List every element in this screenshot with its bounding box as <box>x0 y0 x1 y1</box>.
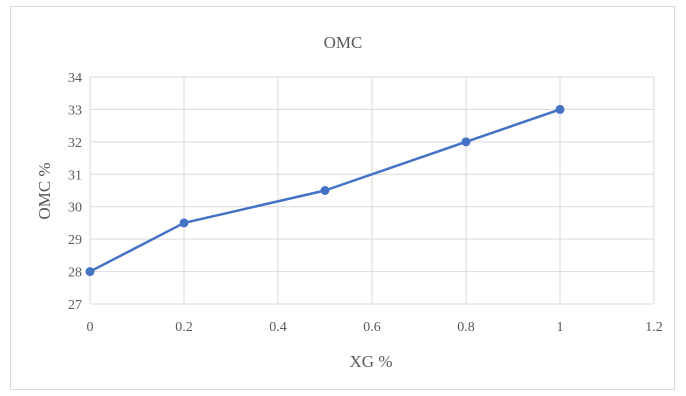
x-tick-label-0: 0 <box>87 320 94 335</box>
x-tick-label-3: 0.6 <box>363 320 381 335</box>
y-tick-label-0: 27 <box>68 298 82 313</box>
y-tick-label-2: 29 <box>68 233 82 248</box>
series-group <box>85 104 565 277</box>
data-point-1 <box>179 218 189 228</box>
y-tick-label-4: 31 <box>68 168 82 183</box>
data-point-2 <box>320 186 330 195</box>
x-tick-label-5: 1 <box>557 320 564 335</box>
y-tick-label-5: 32 <box>68 136 82 151</box>
y-tick-label-1: 28 <box>68 266 82 281</box>
data-point-4 <box>555 104 565 114</box>
data-point-3 <box>461 137 471 147</box>
x-axis-title: XG % <box>350 352 393 371</box>
y-tick-labels: 27 28 29 30 31 32 33 34 <box>68 71 82 313</box>
y-axis-title: OMC % <box>35 162 54 219</box>
x-tick-labels: 0 0.2 0.4 0.6 0.8 1 1.2 <box>87 320 663 335</box>
chart-frame <box>10 6 675 390</box>
y-tick-label-3: 30 <box>68 201 82 216</box>
grid-lines <box>89 76 655 305</box>
data-point-0 <box>85 267 95 277</box>
x-tick-label-4: 0.8 <box>457 320 475 335</box>
chart-title: OMC <box>324 33 363 52</box>
y-tick-label-6: 33 <box>68 103 82 118</box>
y-tick-label-7: 34 <box>68 71 82 86</box>
x-tick-label-6: 1.2 <box>645 320 663 335</box>
x-tick-label-1: 0.2 <box>175 320 193 335</box>
x-tick-label-2: 0.4 <box>269 320 287 335</box>
